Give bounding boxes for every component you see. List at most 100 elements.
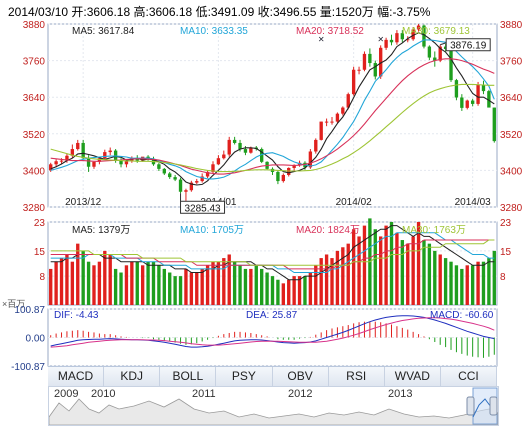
candle-body[interactable] xyxy=(368,53,372,64)
candle-body[interactable] xyxy=(124,161,129,165)
candle-body[interactable] xyxy=(443,46,448,50)
volume-bar[interactable] xyxy=(308,272,313,305)
candle-body[interactable] xyxy=(351,69,356,95)
volume-bar[interactable] xyxy=(481,261,486,305)
candle-body[interactable] xyxy=(119,160,123,165)
volume-bar[interactable] xyxy=(319,258,323,305)
volume-bar[interactable] xyxy=(81,250,85,305)
candle-body[interactable] xyxy=(232,139,237,143)
candle-body[interactable] xyxy=(487,91,491,108)
volume-bar[interactable] xyxy=(227,254,231,305)
candle-body[interactable] xyxy=(189,182,194,191)
volume-bar[interactable] xyxy=(124,265,129,305)
timeline-navigator[interactable]: 2009 2010 2011 2012 2013 xyxy=(48,386,499,426)
candle-body[interactable] xyxy=(454,80,459,98)
candle-body[interactable] xyxy=(308,151,313,168)
candle-body[interactable] xyxy=(476,85,480,104)
volume-bar[interactable] xyxy=(168,272,172,305)
volume-bar[interactable] xyxy=(330,258,334,305)
volume-bar[interactable] xyxy=(200,268,204,305)
volume-bar[interactable] xyxy=(260,268,264,305)
candle-body[interactable] xyxy=(330,121,334,123)
candle-body[interactable] xyxy=(465,100,469,108)
candle-body[interactable] xyxy=(249,147,253,153)
volume-bar[interactable] xyxy=(384,225,388,305)
timeline-handle-right[interactable] xyxy=(489,396,498,416)
volume-bar[interactable] xyxy=(389,222,394,305)
volume-bar[interactable] xyxy=(54,261,58,305)
volume-bar[interactable] xyxy=(184,268,188,305)
volume-bar[interactable] xyxy=(157,265,161,305)
candle-body[interactable] xyxy=(422,25,426,47)
candle-body[interactable] xyxy=(195,181,199,183)
volume-bar[interactable] xyxy=(130,261,134,305)
volume-bar[interactable] xyxy=(314,265,318,305)
volume-bar[interactable] xyxy=(335,250,340,305)
candle-body[interactable] xyxy=(260,149,264,162)
volume-bar[interactable] xyxy=(324,254,329,305)
tab-boll[interactable]: BOLL xyxy=(160,367,217,386)
volume-bar[interactable] xyxy=(265,272,269,305)
volume-bar[interactable] xyxy=(108,254,112,305)
volume-bar[interactable] xyxy=(454,265,459,305)
candle-body[interactable] xyxy=(324,121,329,123)
candle-body[interactable] xyxy=(341,107,345,114)
volume-bar[interactable] xyxy=(416,222,421,305)
volume-bar[interactable] xyxy=(140,265,145,305)
candle-body[interactable] xyxy=(460,97,464,108)
candle-body[interactable] xyxy=(362,53,367,70)
candle-body[interactable] xyxy=(411,29,415,40)
tab-obv[interactable]: OBV xyxy=(273,367,329,386)
candle-body[interactable] xyxy=(108,150,112,153)
candle-body[interactable] xyxy=(292,164,296,168)
volume-bar[interactable] xyxy=(189,272,194,305)
candle-body[interactable] xyxy=(395,33,399,43)
volume-bar[interactable] xyxy=(476,261,480,305)
candle-body[interactable] xyxy=(449,49,453,81)
candle-body[interactable] xyxy=(216,158,221,165)
volume-bar[interactable] xyxy=(97,261,102,305)
volume-bar[interactable] xyxy=(113,268,118,305)
volume-bar[interactable] xyxy=(232,261,237,305)
volume-bar[interactable] xyxy=(238,265,242,305)
volume-bar[interactable] xyxy=(249,268,253,305)
candle-body[interactable] xyxy=(438,46,442,61)
volume-bar[interactable] xyxy=(276,279,280,305)
candle-body[interactable] xyxy=(81,142,85,159)
candle-body[interactable] xyxy=(184,190,188,192)
candle-body[interactable] xyxy=(470,100,475,104)
candle-body[interactable] xyxy=(314,139,318,152)
candle-body[interactable] xyxy=(384,39,388,48)
volume-bar[interactable] xyxy=(178,276,183,305)
candle-body[interactable] xyxy=(92,161,96,167)
volume-bar[interactable] xyxy=(173,276,177,305)
volume-bar[interactable] xyxy=(438,254,442,305)
tab-kdj[interactable]: KDJ xyxy=(104,367,161,386)
candle-body[interactable] xyxy=(168,173,172,178)
volume-bar[interactable] xyxy=(254,265,258,305)
volume-bar[interactable] xyxy=(395,232,399,305)
candle-body[interactable] xyxy=(211,164,215,172)
candle-body[interactable] xyxy=(205,171,210,177)
volume-bar[interactable] xyxy=(281,283,285,305)
volume-bar[interactable] xyxy=(373,229,377,305)
volume-bar[interactable] xyxy=(379,236,383,305)
candle-body[interactable] xyxy=(70,149,75,156)
timeline-svg[interactable]: 2009 2010 2011 2012 2013 xyxy=(48,387,499,426)
volume-bar[interactable] xyxy=(86,261,91,305)
volume-bar[interactable] xyxy=(470,265,475,305)
volume-bar[interactable] xyxy=(270,276,275,305)
timeline-handle-left[interactable] xyxy=(466,396,475,416)
candle-body[interactable] xyxy=(389,39,394,43)
volume-bar[interactable] xyxy=(292,276,296,305)
volume-panel[interactable]: 23 23 15 15 8 8 ×百万 MA5: 1379万 MA10: 1705万 MA20: … xyxy=(2,218,512,309)
tab-psy[interactable]: PSY xyxy=(216,367,273,386)
volume-bar[interactable] xyxy=(351,229,356,305)
candle-body[interactable] xyxy=(97,158,102,162)
volume-bar[interactable] xyxy=(341,247,345,305)
volume-bar[interactable] xyxy=(346,243,350,305)
candle-body[interactable] xyxy=(335,113,340,122)
volume-bar[interactable] xyxy=(49,268,53,305)
volume-bar[interactable] xyxy=(303,276,307,305)
